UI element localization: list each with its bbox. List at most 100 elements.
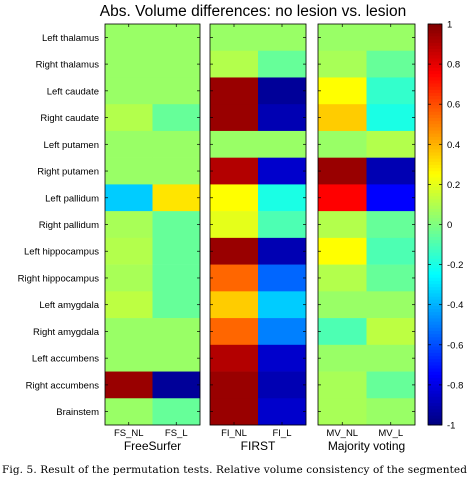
heatmap-cell	[318, 291, 367, 319]
row-label: Left accumbens	[32, 354, 99, 365]
colorbar-segment	[428, 227, 442, 232]
colorbar-segment	[428, 155, 442, 160]
heatmap-cell	[152, 237, 201, 265]
heatmap-cell	[318, 237, 367, 265]
colorbar-segment	[428, 202, 442, 207]
heatmap-cell	[258, 50, 307, 78]
heatmap-cell	[258, 318, 307, 346]
heatmap-cell	[152, 291, 201, 319]
heatmap-cell	[152, 130, 201, 158]
colorbar-segment	[428, 315, 442, 319]
colorbar-segment	[428, 158, 442, 163]
colorbar-segment	[428, 240, 442, 244]
panel-title: FreeSurfer	[124, 439, 181, 453]
colorbar-segment	[428, 121, 442, 125]
colorbar-segment	[428, 378, 442, 382]
panel-title: Majority voting	[328, 439, 405, 453]
heatmap-cell	[210, 157, 259, 185]
colorbar-segment	[428, 55, 442, 59]
heatmap-cell	[318, 344, 367, 372]
colorbar-tick-label: 0.2	[447, 180, 460, 191]
colorbar-segment	[428, 36, 442, 41]
heatmap-cell	[152, 184, 201, 212]
colorbar-tick-label: -1	[447, 421, 455, 432]
colorbar-segment	[428, 409, 442, 413]
heatmap-cell	[152, 398, 201, 426]
heatmap-cell	[366, 344, 416, 372]
heatmap-cell	[210, 77, 259, 105]
colorbar-segment	[428, 412, 442, 417]
row-label: Right accumbens	[26, 380, 100, 391]
colorbar-segment	[428, 359, 442, 363]
colorbar-segment	[428, 183, 442, 188]
heatmap-cell	[105, 24, 153, 52]
heatmap-cell	[210, 344, 259, 372]
heatmap-cell	[318, 264, 367, 292]
row-label: Left amygdala	[39, 300, 99, 311]
heatmap-cell	[318, 157, 367, 185]
colorbar-segment	[428, 64, 442, 69]
heatmap-cell	[366, 237, 416, 265]
heatmap-cell	[318, 211, 367, 239]
heatmap-cell	[105, 371, 153, 399]
colorbar-segment	[428, 70, 442, 75]
colorbar-segment	[428, 374, 442, 379]
heatmap-cell	[210, 184, 259, 212]
heatmap-cell	[366, 77, 416, 105]
colorbar-segment	[428, 102, 442, 106]
colorbar-segment	[428, 199, 442, 203]
heatmap-cell	[105, 77, 153, 105]
colorbar-segment	[428, 177, 442, 182]
colorbar-segment	[428, 130, 442, 135]
colorbar-tick-label: 0.8	[447, 60, 460, 71]
row-label: Right caudate	[40, 113, 99, 124]
colorbar-segment	[428, 193, 442, 197]
colorbar-segment	[428, 352, 442, 357]
colorbar-segment	[428, 152, 442, 156]
row-label: Brainstem	[56, 407, 99, 418]
colorbar-segment	[428, 384, 442, 388]
colorbar-segment	[428, 33, 442, 37]
colorbar-segment	[428, 190, 442, 194]
heatmap-cell	[210, 130, 259, 158]
colorbar-segment	[428, 399, 442, 404]
colorbar-segment	[428, 258, 442, 263]
colorbar-segment	[428, 418, 442, 423]
heatmap-cell	[210, 211, 259, 239]
heatmap-cell	[318, 104, 367, 132]
heatmap-cell	[210, 104, 259, 132]
heatmap-cell	[105, 291, 153, 319]
heatmap-cell	[258, 104, 307, 132]
colorbar-segment	[428, 133, 442, 138]
heatmap-cell	[105, 184, 153, 212]
column-label: FS_NL	[114, 428, 144, 439]
colorbar-segment	[428, 186, 442, 191]
colorbar-segment	[428, 143, 442, 147]
colorbar-segment	[428, 265, 442, 269]
colorbar-segment	[428, 268, 442, 272]
colorbar-segment	[428, 421, 442, 426]
colorbar-segment	[428, 287, 442, 291]
row-label: Left pallidum	[45, 193, 99, 204]
colorbar-segment	[428, 346, 442, 351]
heatmap-cell	[318, 50, 367, 78]
row-label: Left hippocampus	[24, 247, 99, 258]
colorbar-segment	[428, 296, 442, 301]
colorbar-segment	[428, 299, 442, 304]
colorbar-segment	[428, 230, 442, 235]
colorbar-segment	[428, 67, 442, 72]
heatmap-cell	[152, 344, 201, 372]
heatmap-cell	[210, 291, 259, 319]
colorbar-segment	[428, 27, 442, 31]
colorbar-segment	[428, 396, 442, 401]
colorbar-segment	[428, 284, 442, 288]
colorbar-segment	[428, 136, 442, 141]
colorbar-segment	[428, 255, 442, 260]
heatmap-cell	[105, 50, 153, 78]
row-label: Right amygdala	[33, 327, 100, 338]
heatmap-cell	[366, 318, 416, 346]
colorbar-segment	[428, 271, 442, 276]
colorbar-segment	[428, 96, 442, 100]
heatmap-cell	[210, 318, 259, 346]
colorbar-segment	[428, 105, 442, 109]
